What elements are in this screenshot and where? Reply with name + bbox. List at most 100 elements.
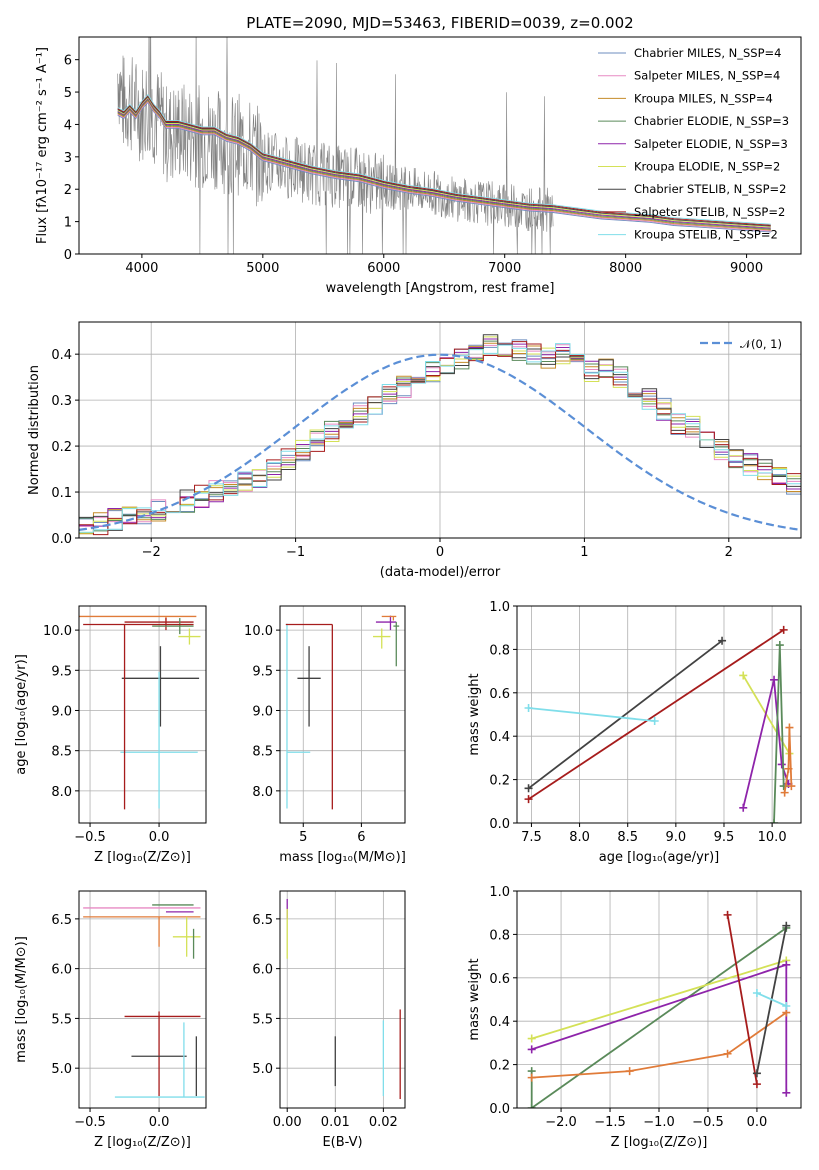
y-tick-label: 0.8 — [489, 643, 510, 658]
legend: 𝒩(0, 1) — [700, 337, 782, 351]
x-tick-label: 5 — [299, 830, 307, 845]
panel-mass-age: 5 6 8.0 8.5 9.0 9.5 10.0 mass [log₁₀(M/M⊙)] — [244, 605, 406, 865]
y-axis-label: age [log₁₀(age/yr)] — [14, 654, 29, 775]
x-tick-label: −0.5 — [74, 830, 106, 845]
weight-marker — [752, 1069, 761, 1078]
histogram-series — [79, 339, 801, 538]
weight-marker — [779, 625, 788, 634]
model-line — [117, 100, 771, 232]
histogram-series — [79, 338, 801, 538]
legend-label: Kroupa STELIB, N_SSP=2 — [634, 228, 778, 242]
y-tick-label: 0 — [64, 248, 72, 263]
weight-line — [783, 727, 793, 793]
axes-frame — [279, 605, 406, 824]
y-tick-label: 6.0 — [252, 963, 273, 978]
y-axis-label: mass [log₁₀(M/M⊙)] — [14, 936, 29, 1063]
y-tick-label: 0.2 — [51, 440, 72, 455]
x-axis-label: Z [log₁₀(Z/Z⊙)] — [94, 1135, 191, 1150]
y-tick-label: 9.0 — [51, 704, 72, 719]
y-tick-label: 8.0 — [51, 785, 72, 800]
y-tick-label: 9.5 — [252, 664, 273, 679]
axes-frame — [516, 605, 802, 824]
y-tick-label: 8.5 — [252, 745, 273, 760]
y-tick-label: 2 — [64, 183, 72, 198]
weight-marker — [739, 671, 748, 680]
weight-marker — [723, 1049, 732, 1058]
x-axis-label: (data-model)/error — [380, 565, 501, 580]
weight-marker — [524, 703, 533, 712]
x-tick-label: 7.5 — [521, 830, 542, 845]
weight-line — [528, 707, 655, 722]
legend-label: Chabrier ELODIE, N_SSP=3 — [634, 114, 789, 128]
x-tick-label: 9.0 — [666, 830, 687, 845]
weight-marker — [718, 636, 727, 645]
y-tick-label: 4 — [64, 118, 72, 133]
y-tick-label: 0.2 — [489, 774, 510, 789]
x-axis-label: Z [log₁₀(Z/Z⊙)] — [94, 850, 191, 865]
weight-line — [528, 629, 785, 800]
x-tick-label: 7000 — [488, 261, 521, 276]
y-tick-label: 0.4 — [51, 348, 72, 363]
x-tick-label: 8000 — [609, 261, 642, 276]
chart-title: PLATE=2090, MJD=53463, FIBERID=0039, z=0… — [246, 14, 633, 32]
panel-EBV-mass: 0.00 0.01 0.02 5.0 5.5 6.0 6.5 E(B-V) — [252, 890, 406, 1150]
panel-residuals: 𝒩(0, 1) −2 −1 0 1 2 0.0 0.1 0.2 0.3 0.4 (data-model… — [27, 321, 802, 580]
plot-area-mass-age — [285, 615, 400, 810]
y-tick-label: 0.0 — [51, 532, 72, 547]
y-tick-label: 6.0 — [51, 963, 72, 978]
legend-label: Salpeter MILES, N_SSP=4 — [634, 69, 780, 83]
weight-marker — [752, 988, 761, 997]
x-tick-label: 0.02 — [369, 1115, 398, 1130]
y-tick-label: 0.6 — [489, 972, 510, 987]
x-tick-label: −1.5 — [594, 1115, 626, 1130]
y-axis-label: mass weight — [467, 958, 482, 1040]
y-tick-label: 0.8 — [489, 928, 510, 943]
weight-marker — [777, 760, 786, 769]
x-axis-label: mass [log₁₀(M/M⊙)] — [279, 850, 406, 865]
y-tick-label: 5.0 — [252, 1062, 273, 1077]
axes-frame — [78, 605, 207, 824]
weight-marker — [787, 782, 796, 791]
x-tick-label: 0.0 — [149, 830, 170, 845]
model-line — [117, 97, 771, 229]
x-tick-label: −0.5 — [692, 1115, 724, 1130]
y-tick-label: 0.2 — [489, 1059, 510, 1074]
weight-marker — [782, 960, 791, 969]
y-tick-label: 9.0 — [252, 704, 273, 719]
plot-area-age-weight — [524, 625, 796, 823]
histogram-series — [79, 336, 801, 538]
observed-spectrum — [117, 37, 554, 254]
y-tick-label: 5.5 — [252, 1012, 273, 1027]
y-tick-label: 0.0 — [489, 817, 510, 832]
weight-marker — [527, 1073, 536, 1082]
histogram-series — [79, 343, 801, 538]
plot-area-EBV-mass — [286, 898, 401, 1100]
legend-label: Chabrier MILES, N_SSP=4 — [634, 46, 781, 60]
y-tick-label: 8.5 — [51, 745, 72, 760]
x-tick-label: 0.00 — [273, 1115, 302, 1130]
y-tick-label: 3 — [64, 151, 72, 166]
weight-marker — [723, 910, 732, 919]
y-tick-label: 10.0 — [244, 624, 273, 639]
y-axis-label: mass weight — [467, 673, 482, 755]
x-tick-label: 4000 — [125, 261, 158, 276]
weight-line — [531, 959, 787, 1040]
x-axis-label: E(B-V) — [322, 1135, 362, 1150]
x-tick-label: −0.5 — [74, 1115, 106, 1130]
x-tick-label: 5000 — [246, 261, 279, 276]
x-tick-label: 8.0 — [569, 830, 590, 845]
weight-marker — [775, 641, 784, 650]
plot-area-Z-weight — [527, 910, 791, 1108]
model-line — [117, 96, 771, 228]
weight-line — [726, 914, 758, 1085]
model-line — [117, 95, 771, 227]
weight-marker — [752, 1080, 761, 1089]
x-axis-label: age [log₁₀(age/yr)] — [599, 850, 720, 865]
y-tick-label: 0.1 — [51, 486, 72, 501]
x-tick-label: 0 — [436, 545, 444, 560]
y-tick-label: 6 — [64, 54, 72, 69]
x-tick-label: 0.0 — [149, 1115, 170, 1130]
legend-label: Salpeter ELODIE, N_SSP=3 — [634, 137, 788, 151]
weight-marker — [527, 1034, 536, 1043]
